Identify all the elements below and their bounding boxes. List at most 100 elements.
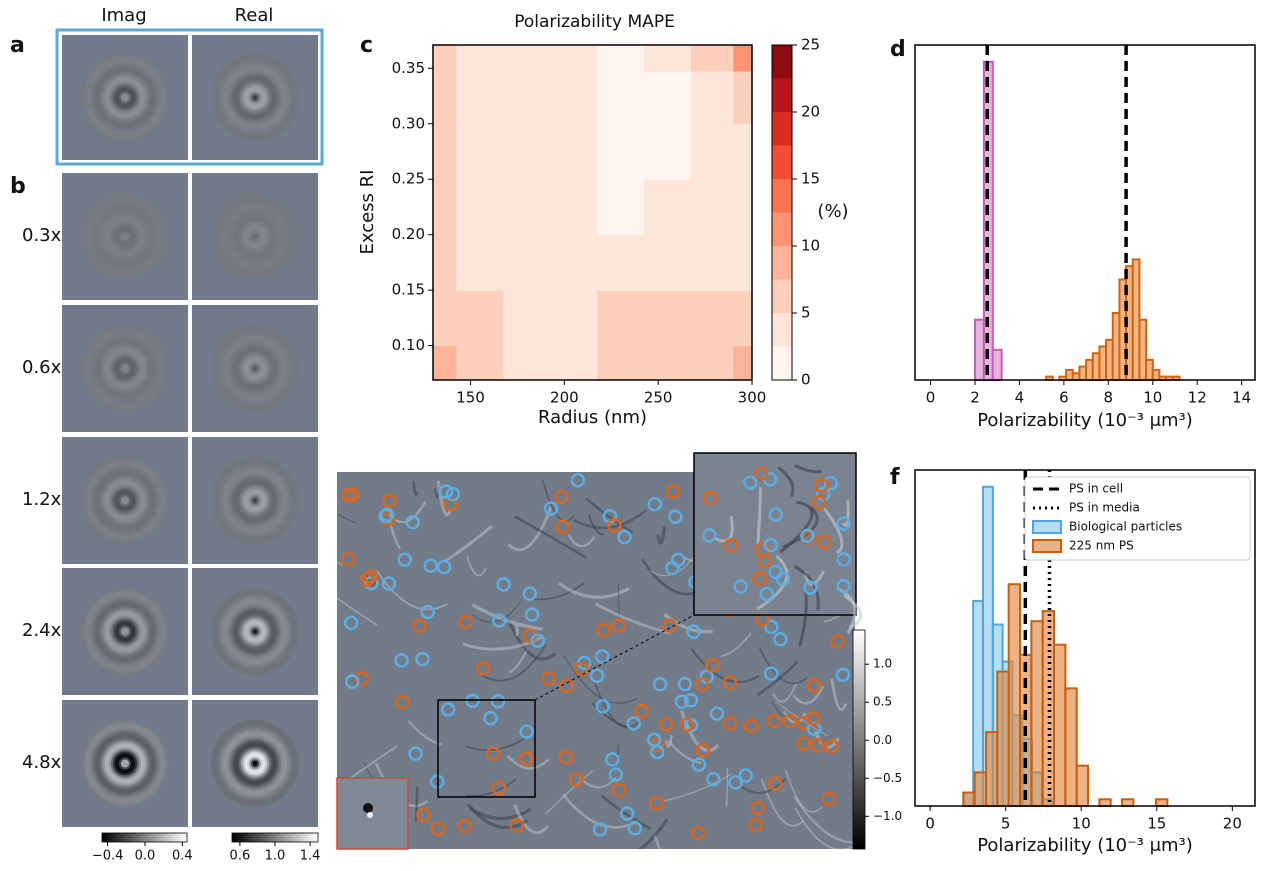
colorbar-band: [772, 347, 792, 381]
y-tick-label: 0.35: [392, 59, 425, 77]
panel-label: f: [890, 465, 900, 490]
colorbar-band: [772, 146, 792, 180]
colorbar-label: (%): [817, 201, 848, 222]
histogram-bar: [1073, 373, 1080, 380]
contour-cell: [733, 290, 752, 346]
contour-cell: [644, 290, 691, 346]
x-tick-label: 200: [550, 389, 579, 407]
contour-cell: [691, 45, 734, 72]
x-tick-label: 2: [970, 389, 980, 407]
histogram-bar: [1099, 347, 1106, 381]
image-ring: [253, 235, 257, 239]
contour-cell: [597, 179, 644, 235]
contour-cell: [733, 71, 752, 124]
contour-cell: [456, 235, 503, 291]
contour-cell: [691, 179, 734, 235]
image-ring: [253, 367, 257, 371]
contour-cell: [433, 235, 457, 291]
x-tick-label: 5: [1001, 815, 1011, 833]
x-tick-label: 4: [1015, 389, 1025, 407]
contour-cell: [456, 45, 503, 72]
y-tick-label: 0.15: [392, 281, 425, 299]
contour-cell: [550, 71, 597, 124]
histogram-bar: [997, 672, 1008, 806]
y-tick-label: 0.30: [392, 114, 425, 132]
row-label: 1.2x: [22, 489, 62, 510]
y-tick-label: 0.20: [392, 225, 425, 243]
histogram-bar: [1077, 766, 1088, 806]
plot-frame: [915, 45, 1255, 380]
legend-label: PS in cell: [1069, 482, 1123, 496]
histogram-bar: [1099, 799, 1110, 806]
histogram-bar: [993, 350, 1002, 380]
colorbar-tick-label: 1.0: [265, 849, 286, 864]
image-ring: [123, 630, 127, 634]
x-tick-label: 14: [1232, 389, 1251, 407]
contour-cell: [456, 179, 503, 235]
x-tick-label: 0: [925, 815, 935, 833]
colorbar-band: [772, 179, 792, 213]
colorbar: [232, 833, 318, 842]
contour-plot: [433, 45, 753, 381]
contour-cell: [433, 179, 457, 235]
image-ring: [123, 762, 127, 766]
histogram-bar: [1066, 370, 1073, 380]
contour-cell: [503, 235, 550, 291]
colorbar: [853, 630, 865, 849]
image-ring: [253, 499, 257, 503]
chart-title: Polarizability MAPE: [514, 12, 675, 32]
image-ring: [253, 96, 257, 100]
x-tick-label: 6: [1059, 389, 1069, 407]
colorbar-tick-label: 0.5: [873, 695, 892, 709]
legend-label: PS in media: [1069, 501, 1140, 515]
contour-cell: [433, 346, 457, 381]
x-tick-label: 0: [926, 389, 936, 407]
colorbar-tick-label: −0.5: [873, 771, 902, 785]
colorbar-tick-label: 1.0: [873, 657, 892, 671]
contour-cell: [733, 346, 752, 381]
contour-cell: [456, 346, 503, 381]
colorbar-band: [772, 45, 792, 79]
image-ring: [123, 367, 127, 371]
image-ring: [123, 499, 127, 503]
histogram-bar: [1139, 320, 1146, 380]
column-title: Real: [235, 5, 274, 26]
y-axis-label: Excess RI: [357, 170, 378, 255]
contour-cell: [503, 346, 550, 381]
panel-label: b: [10, 174, 26, 199]
contour-cell: [733, 235, 752, 291]
contour-cell: [456, 290, 503, 346]
colorbar-tick-label: 25: [801, 36, 820, 54]
x-tick-label: 150: [456, 389, 485, 407]
contour-cell: [644, 179, 691, 235]
histogram-bar: [1093, 353, 1100, 380]
histogram-bar: [975, 320, 984, 380]
contour-cell: [503, 71, 550, 124]
row-label: 0.3x: [22, 225, 62, 246]
contour-cell: [644, 235, 691, 291]
contour-cell: [733, 124, 752, 180]
contour-cell: [550, 45, 597, 72]
contour-cell: [503, 45, 550, 72]
histogram-bar: [1122, 799, 1133, 806]
image-ring: [123, 235, 127, 239]
colorbar-band: [772, 280, 792, 314]
histogram-bar: [963, 793, 974, 806]
colorbar-tick-label: 0.0: [135, 849, 156, 864]
histogram-bar: [1113, 313, 1120, 380]
contour-cell: [691, 290, 734, 346]
contour-cell: [733, 179, 752, 235]
colorbar-tick-label: 1.4: [300, 849, 321, 864]
x-axis-label: Polarizability (10⁻³ μm³): [977, 410, 1193, 431]
histogram-bar: [1086, 360, 1093, 380]
colorbar-band: [772, 313, 792, 347]
contour-cell: [433, 71, 457, 124]
x-tick-label: 10: [1143, 389, 1162, 407]
particle-halo: [367, 812, 373, 818]
colorbar-band: [772, 246, 792, 280]
colorbar-tick-label: 0.0: [873, 733, 892, 747]
contour-cell: [644, 45, 691, 72]
x-tick-label: 10: [1072, 815, 1091, 833]
contour-cell: [456, 71, 503, 124]
